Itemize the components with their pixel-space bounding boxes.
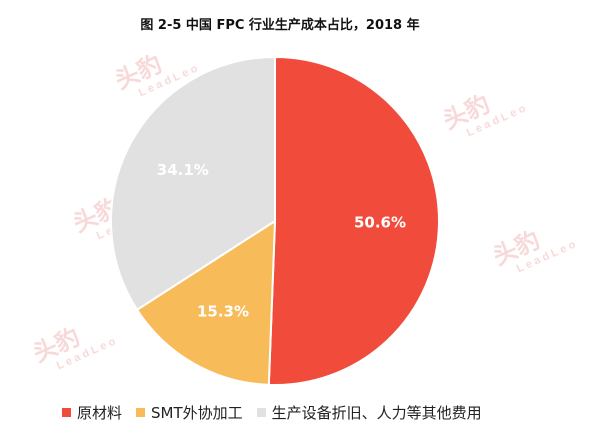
legend-label: SMT外协加工 [151,404,243,422]
chart-title: 图 2-5 中国 FPC 行业生产成本占比，2018 年 [140,18,420,33]
pie-slice-0 [267,55,440,386]
legend-item: 生产设备折旧、人力等其他费用 [256,402,482,423]
pie-slice-1 [135,219,277,386]
legend-label: 原材料 [77,404,123,422]
slice-data-label: 50.6% [354,213,406,231]
legend-item: 原材料 [62,402,122,423]
pie-slice-2 [110,55,276,312]
slice-data-label: 34.1% [157,161,209,179]
legend-swatch [136,408,146,417]
legend-label: 生产设备折旧、人力等其他费用 [271,404,482,422]
slice-data-label: 15.3% [197,303,249,321]
legend-item: SMT外协加工 [136,402,243,423]
legend-swatch [62,408,71,417]
legend-swatch [256,408,266,417]
chart-legend: 原材料 SMT外协加工 生产设备折旧、人力等其他费用 [62,402,496,423]
